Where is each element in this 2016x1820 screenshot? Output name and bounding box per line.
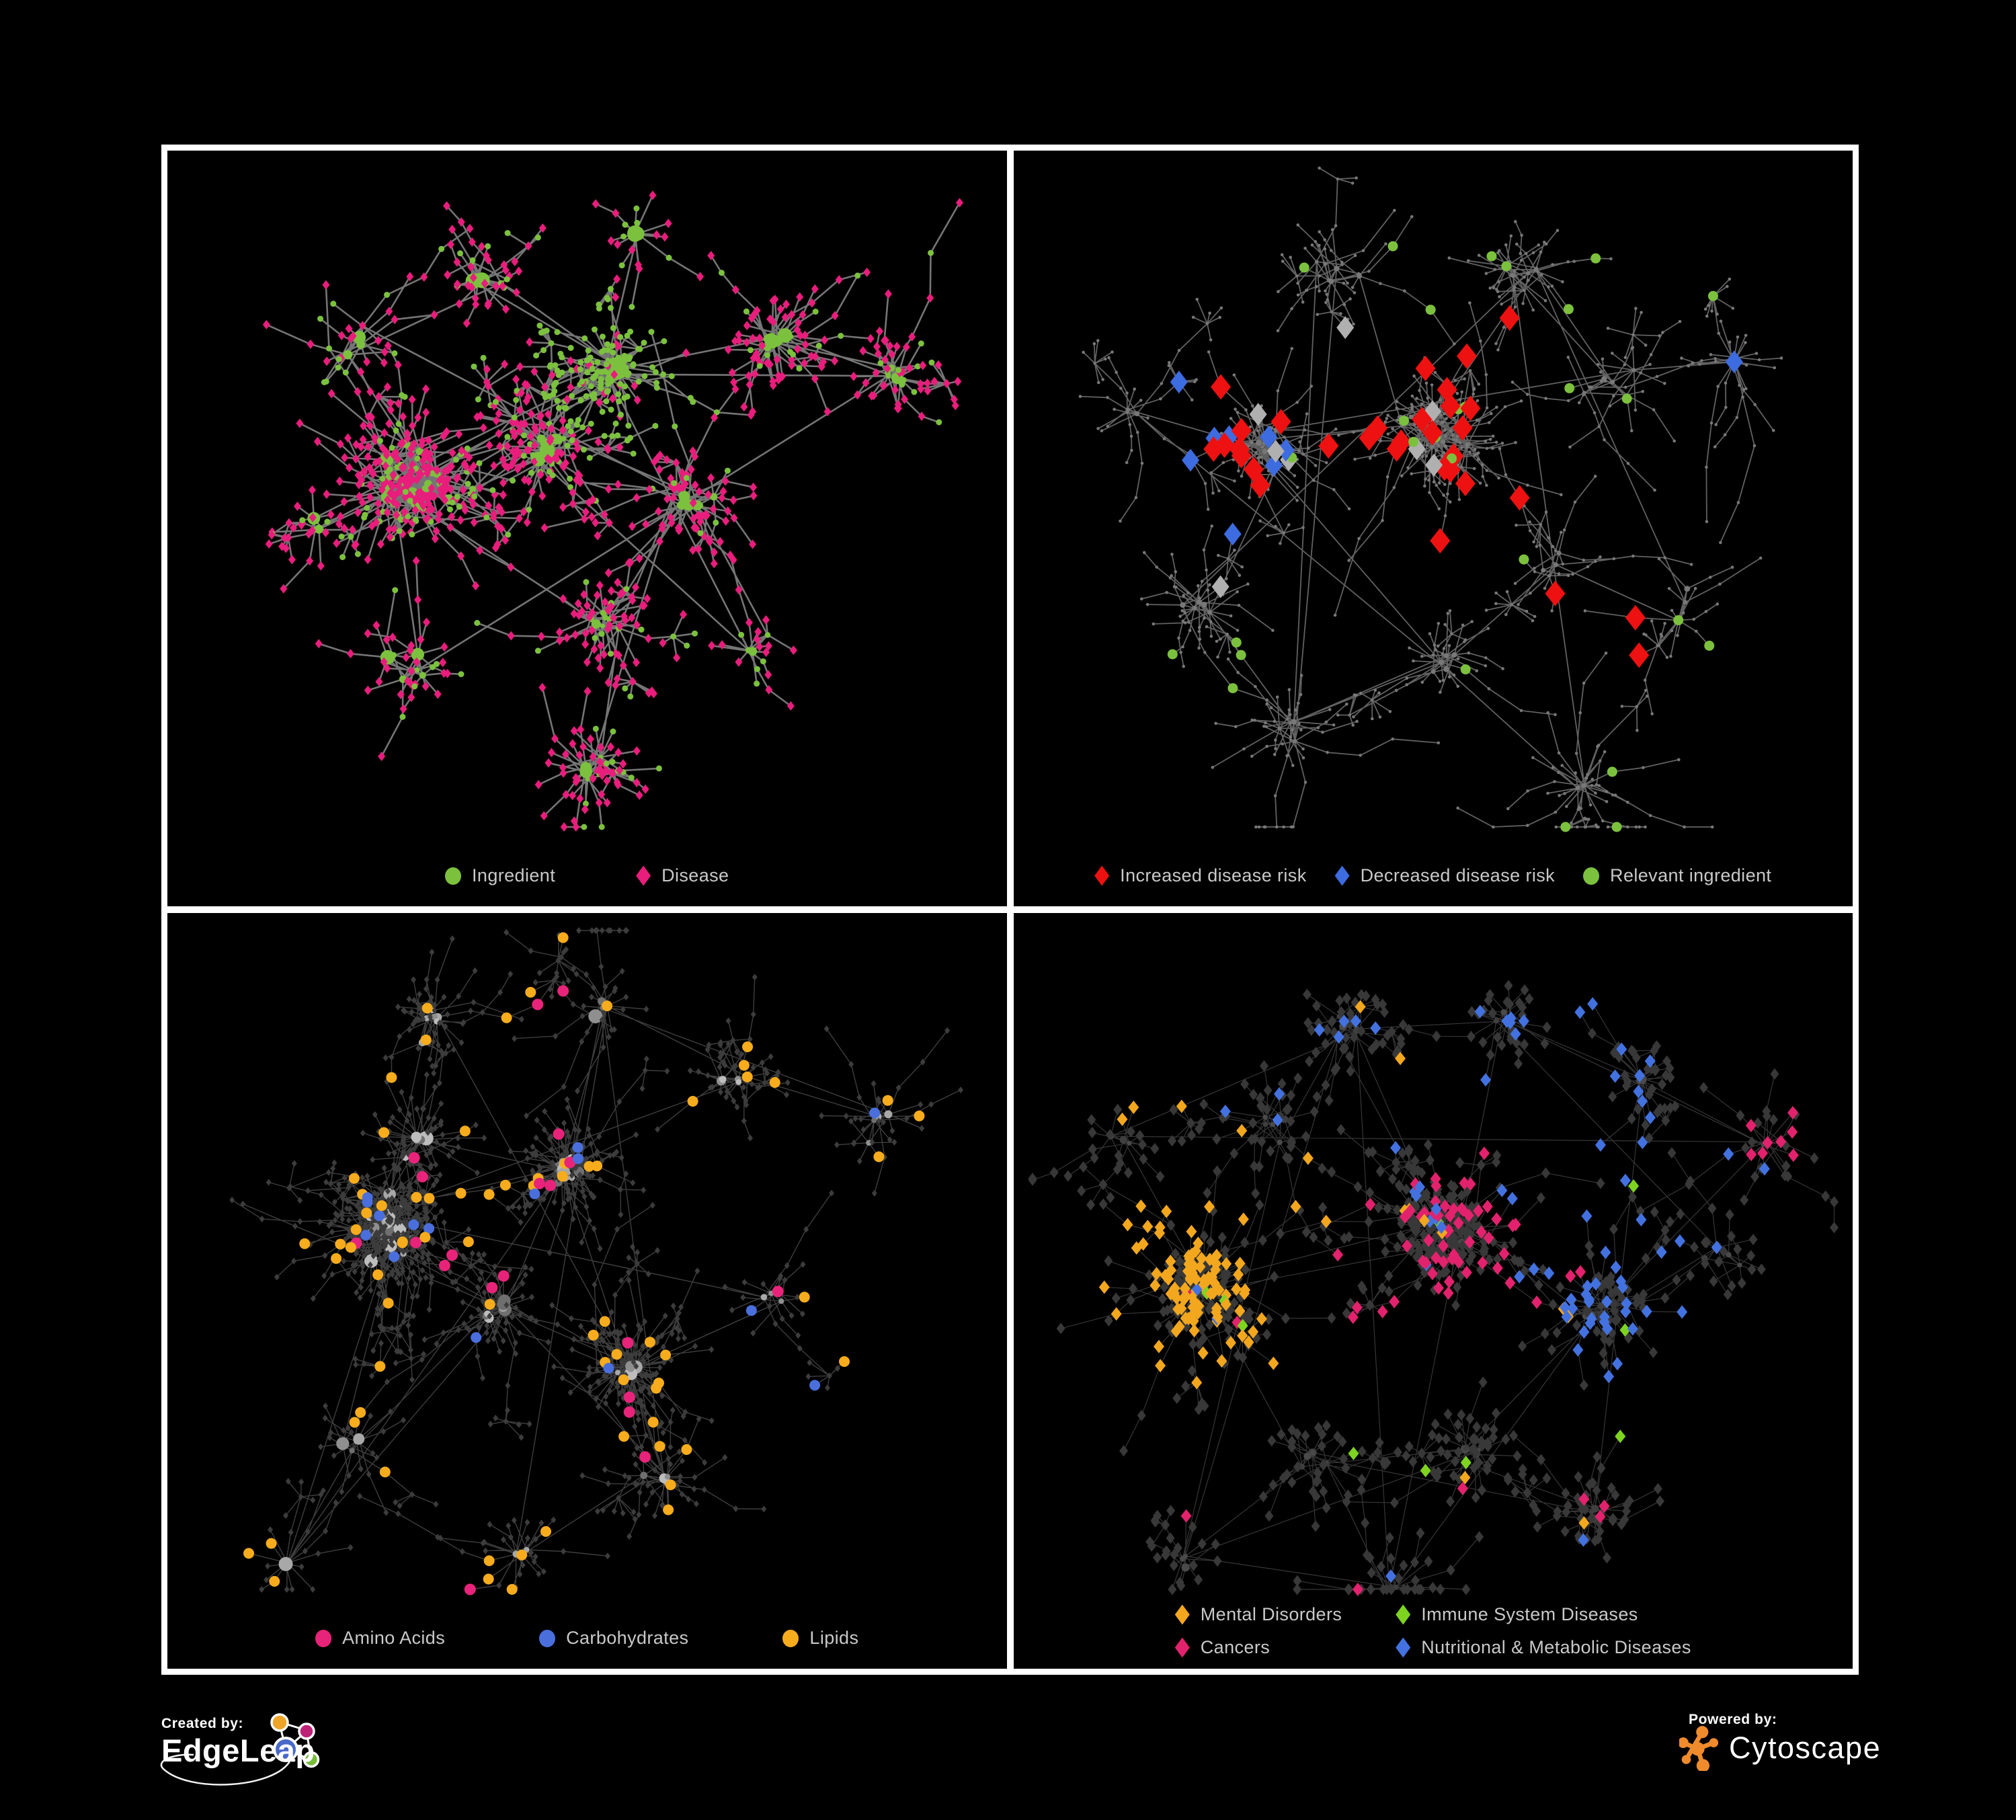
panel-disease-categories: Mental Disorders Immune System Diseases … xyxy=(1013,913,1853,1669)
legend-item: Cancers xyxy=(1174,1637,1271,1658)
panel-nutrient-classes: Amino Acids Carbohydrates Lipids xyxy=(167,913,1007,1669)
immune-system-diseases-swatch-icon xyxy=(1396,1604,1411,1625)
legend-disease-risk: Increased disease risk Decreased disease… xyxy=(1014,865,1853,886)
legend-label: Mental Disorders xyxy=(1200,1604,1342,1624)
legend-item: Lipids xyxy=(782,1628,858,1649)
ingredient-swatch-icon xyxy=(445,867,462,885)
legend-item: Nutritional & Metabolic Diseases xyxy=(1396,1637,1691,1658)
ingredient-disease-network xyxy=(262,190,963,832)
edgeleap-network-icon xyxy=(160,1713,320,1786)
disease-risk-network xyxy=(1078,166,1783,832)
quad-grid-frame: Ingredient Disease Increased disease ris… xyxy=(161,145,1859,1675)
legend-item: Mental Disorders xyxy=(1174,1604,1342,1625)
legend-item: Disease xyxy=(636,865,729,886)
legend-label: Decreased disease risk xyxy=(1360,865,1556,885)
legend-label: Nutritional & Metabolic Diseases xyxy=(1421,1637,1691,1657)
legend-ingredient-disease: Ingredient Disease xyxy=(167,865,1007,886)
increased-risk-swatch-icon xyxy=(1094,865,1110,886)
cytoscape-icon xyxy=(1679,1726,1719,1771)
mental-disorders-swatch-icon xyxy=(1174,1604,1190,1625)
carbohydrates-swatch-icon xyxy=(539,1629,556,1647)
legend-label: Amino Acids xyxy=(342,1628,446,1648)
legend-item: Relevant ingredient xyxy=(1583,865,1771,886)
panel-disease-risk: Increased disease risk Decreased disease… xyxy=(1013,151,1853,906)
legend-item: Carbohydrates xyxy=(539,1628,688,1649)
nutritional-metabolic-diseases-swatch-icon xyxy=(1396,1637,1411,1658)
legend-item: Increased disease risk xyxy=(1094,865,1306,886)
decreased-risk-swatch-icon xyxy=(1334,865,1350,886)
panel-ingredient-disease: Ingredient Disease xyxy=(167,151,1007,906)
legend-label: Relevant ingredient xyxy=(1610,865,1772,885)
powered-by-brand: Powered by: Cytoscape xyxy=(1679,1712,1971,1792)
legend-item: Decreased disease risk xyxy=(1334,865,1556,886)
legend-label: Immune System Diseases xyxy=(1421,1604,1638,1624)
cancers-swatch-icon xyxy=(1174,1637,1190,1658)
legend-disease-categories: Mental Disorders Immune System Diseases … xyxy=(1014,1604,1853,1658)
disease-categories-network xyxy=(1028,980,1839,1596)
powered-by-label: Powered by: xyxy=(1689,1712,1777,1727)
legend-nutrient-classes: Amino Acids Carbohydrates Lipids xyxy=(167,1628,1007,1649)
legend-label: Ingredient xyxy=(472,865,556,885)
legend-label: Carbohydrates xyxy=(566,1628,689,1648)
created-by-label: Created by: xyxy=(161,1716,244,1731)
created-by-brand: Created by: EdgeLeap xyxy=(160,1713,511,1817)
relevant-ingredient-swatch-icon xyxy=(1583,867,1600,885)
legend-item: Ingredient xyxy=(445,865,555,886)
legend-label: Increased disease risk xyxy=(1120,865,1307,885)
legend-item: Amino Acids xyxy=(315,1628,445,1649)
edgeleap-wordmark: EdgeLeap xyxy=(161,1733,315,1768)
legend-item: Immune System Diseases xyxy=(1396,1604,1638,1625)
disease-swatch-icon xyxy=(636,865,651,886)
lipids-swatch-icon xyxy=(782,1629,799,1647)
nutrient-classes-network xyxy=(229,927,964,1595)
legend-label: Lipids xyxy=(809,1628,859,1648)
legend-label: Disease xyxy=(661,865,729,885)
amino-acids-swatch-icon xyxy=(315,1629,332,1647)
legend-label: Cancers xyxy=(1200,1637,1271,1657)
cytoscape-wordmark: Cytoscape xyxy=(1729,1731,1882,1765)
